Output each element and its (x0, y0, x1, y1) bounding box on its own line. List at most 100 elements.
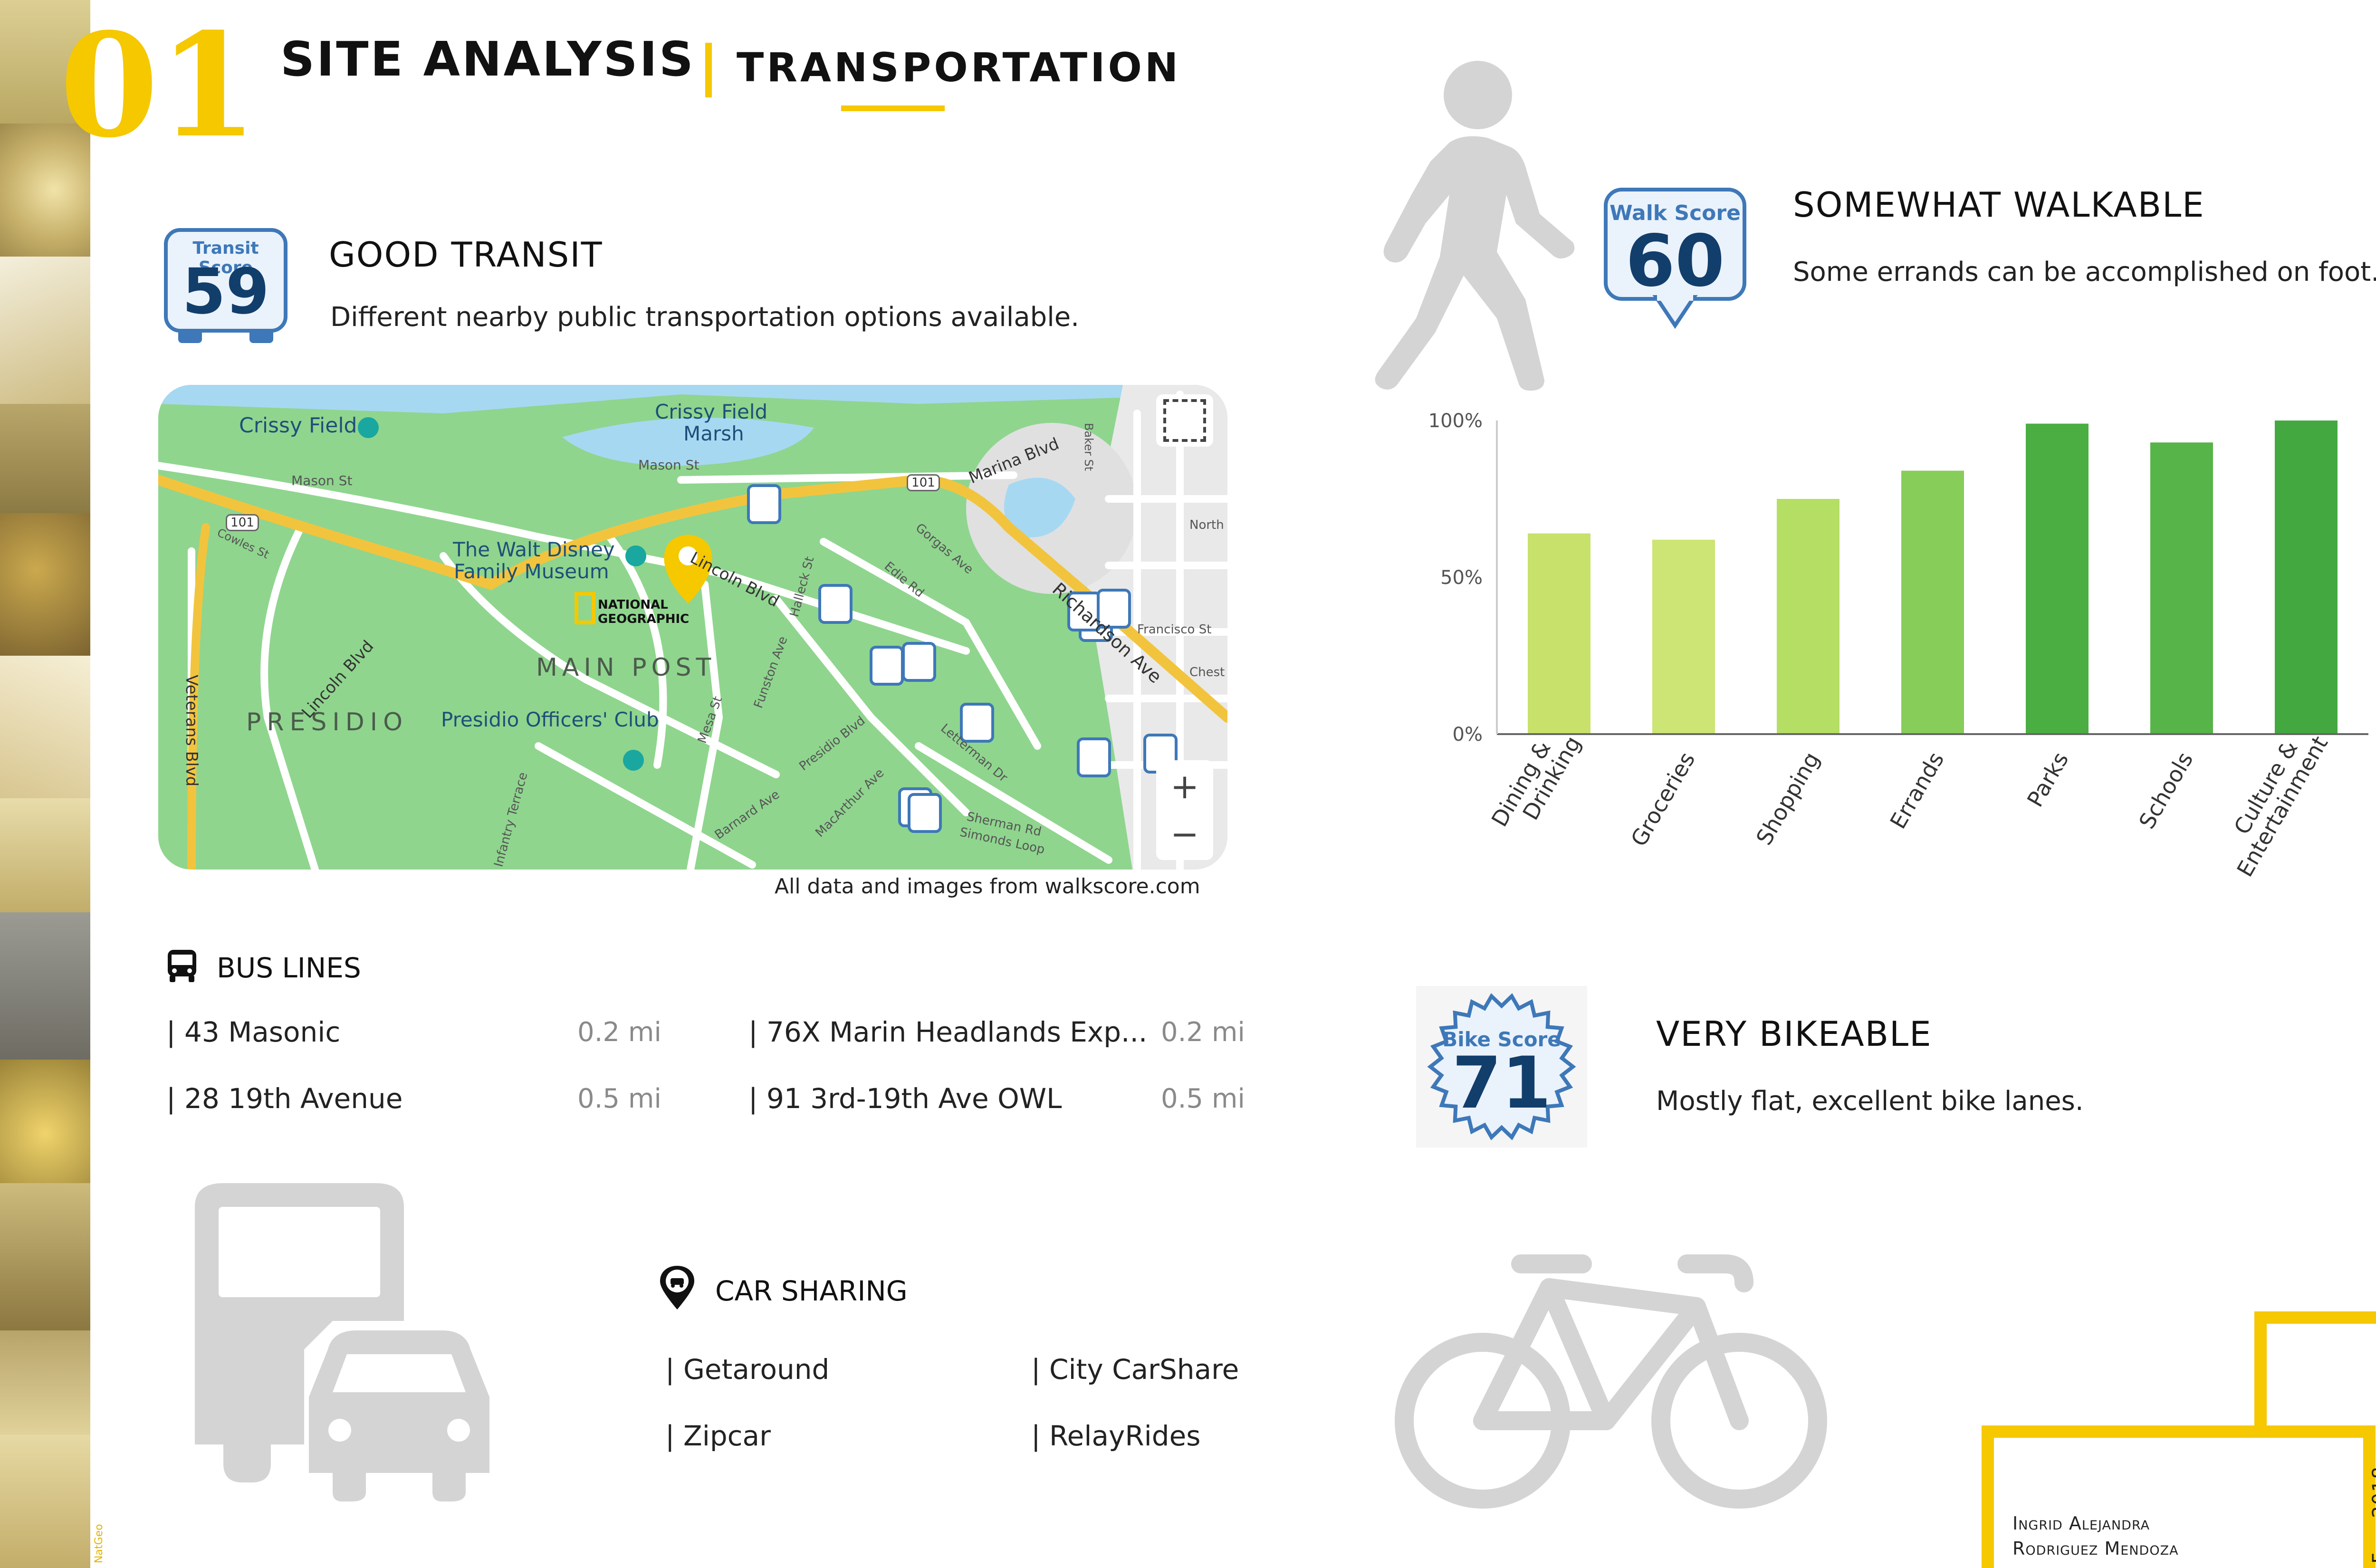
transit-score-badge: Transit Score 59 (164, 228, 287, 347)
chart-bar (1528, 533, 1590, 734)
bus-and-car-icon (195, 1183, 489, 1501)
map-label: The Walt Disney (453, 538, 615, 561)
transit-map[interactable]: Crissy Field Crissy Field Marsh Mason St… (158, 385, 1227, 870)
highway-shield: 101 (226, 514, 259, 531)
title-separator (705, 43, 712, 97)
walk-score-value: 60 (1625, 220, 1725, 303)
strip-label: NatGeo (93, 1524, 105, 1563)
map-label: Crissy Field (239, 413, 357, 438)
decorative-frame (1982, 1311, 2376, 1568)
author-line: Ingrid Alejandra (2012, 1513, 2150, 1534)
strip-tile (0, 798, 90, 912)
bicycle-icon (1395, 1254, 1827, 1509)
bus-icon (168, 950, 196, 982)
x-tick-label: Parks (2022, 748, 2073, 812)
car-sharing-item: | Zipcar (665, 1420, 771, 1452)
highway-shield: 101 (907, 474, 940, 491)
page-title: SITE ANALYSIS (280, 31, 695, 87)
zoom-in-button[interactable]: + (1170, 766, 1199, 806)
bike-score-label: Bike Score (1442, 1028, 1561, 1051)
map-graphic (158, 385, 1227, 870)
zoom-out-button[interactable]: − (1170, 814, 1199, 854)
y-tick-label: 100% (1428, 410, 1483, 432)
speech-bubble-icon (1604, 188, 1746, 329)
strip-tile (0, 404, 90, 513)
x-tick-label: Errands (1885, 748, 1949, 833)
chart-bar (2150, 442, 2213, 734)
left-image-strip (0, 0, 90, 1568)
walk-amenities-chart: 0% 50% 100% Dining &Drinking Groceries Shopp… (1428, 410, 2368, 881)
map-label: NATIONAL (598, 598, 668, 612)
term-label: Fall 2018 (2369, 1466, 2376, 1564)
bus-line-name: | 28 19th Avenue (166, 1082, 403, 1115)
strip-tile (0, 513, 90, 656)
transit-score-label: Transit Score (192, 239, 259, 277)
bus-lines-heading: BUS LINES (217, 952, 361, 984)
author-line: Rodriguez Mendoza (2012, 1538, 2179, 1559)
bus-line-distance: 0.2 mi (1161, 1017, 1245, 1048)
map-label: Mason St (638, 457, 699, 473)
map-label: Presidio Officers' Club (441, 708, 659, 731)
x-tick-label: Schools (2134, 748, 2198, 833)
page-number: 01 (59, 1, 258, 169)
x-tick-label: Groceries (1626, 748, 1700, 851)
map-label: PRESIDIO (246, 708, 408, 736)
bus-line-name: | 76X Marin Headlands Exp... (748, 1016, 1148, 1048)
bus-badge-icon (164, 228, 287, 343)
bus-line-distance: 0.2 mi (577, 1017, 661, 1048)
map-label: GEOGRAPHIC (598, 612, 690, 626)
bike-headline: VERY BIKEABLE (1656, 1014, 1932, 1054)
map-label: MAIN POST (536, 653, 716, 682)
chart-bar (2275, 421, 2338, 734)
strip-tile (0, 1435, 90, 1568)
bus-line-distance: 0.5 mi (1161, 1083, 1245, 1114)
map-credit: All data and images from walkscore.com (775, 874, 1200, 899)
transit-description: Different nearby public transportation o… (330, 302, 1080, 333)
chart-bar (2026, 423, 2089, 734)
chart-bar (1901, 470, 1964, 734)
page-subtitle: TRANSPORTATION (737, 44, 1181, 91)
map-label: Baker St (1082, 423, 1095, 471)
map-label: Chest (1189, 665, 1225, 679)
subtitle-underline (841, 105, 945, 111)
bus-line-name: | 91 3rd-19th Ave OWL (748, 1082, 1062, 1115)
map-label: Veterans Blvd (182, 675, 201, 787)
strip-tile (0, 912, 90, 1060)
bike-score-badge: Bike Score 71 (1416, 986, 1587, 1147)
y-tick-label: 0% (1453, 724, 1483, 746)
fullscreen-icon[interactable] (1163, 399, 1206, 442)
car-pin-icon (660, 1266, 694, 1310)
strip-tile (0, 124, 90, 257)
walk-headline: SOMEWHAT WALKABLE (1793, 185, 2205, 225)
y-tick-label: 50% (1440, 567, 1483, 589)
gear-icon (1416, 986, 1587, 1147)
chart-bar (1652, 539, 1715, 734)
strip-tile (0, 257, 90, 404)
map-label: Family Museum (454, 560, 609, 583)
transit-score-value: 59 (182, 255, 269, 328)
transit-headline: GOOD TRANSIT (329, 235, 603, 275)
chart-bar (1777, 499, 1839, 734)
bus-line-distance: 0.5 mi (577, 1083, 661, 1114)
bike-score-value: 71 (1452, 1042, 1552, 1125)
map-label: Mason St (291, 473, 353, 488)
pedestrian-icon (1375, 61, 1575, 391)
bus-line-name: | 43 Masonic (166, 1016, 341, 1048)
strip-tile (0, 1060, 90, 1183)
walk-description: Some errands can be accomplished on foot… (1793, 257, 2376, 287)
x-tick-label: Dining &Drinking (1486, 720, 1586, 843)
bus-stop-icon (747, 484, 1178, 833)
walk-score-badge: Walk Score 60 (1604, 188, 1746, 330)
strip-tile (0, 1330, 90, 1435)
walk-score-label: Walk Score (1610, 201, 1741, 225)
bike-description: Mostly flat, excellent bike lanes. (1656, 1086, 2084, 1117)
strip-tile (0, 0, 90, 124)
strip-tile (0, 1183, 90, 1330)
strip-tile (0, 656, 90, 798)
map-label: Marsh (683, 422, 744, 445)
car-sharing-item: | Getaround (665, 1353, 830, 1386)
car-sharing-item: | RelayRides (1031, 1420, 1201, 1452)
x-tick-label: Shopping (1751, 748, 1825, 850)
map-label: North (1189, 518, 1224, 532)
x-tick-label: Culture &Entertainment (2211, 720, 2333, 881)
